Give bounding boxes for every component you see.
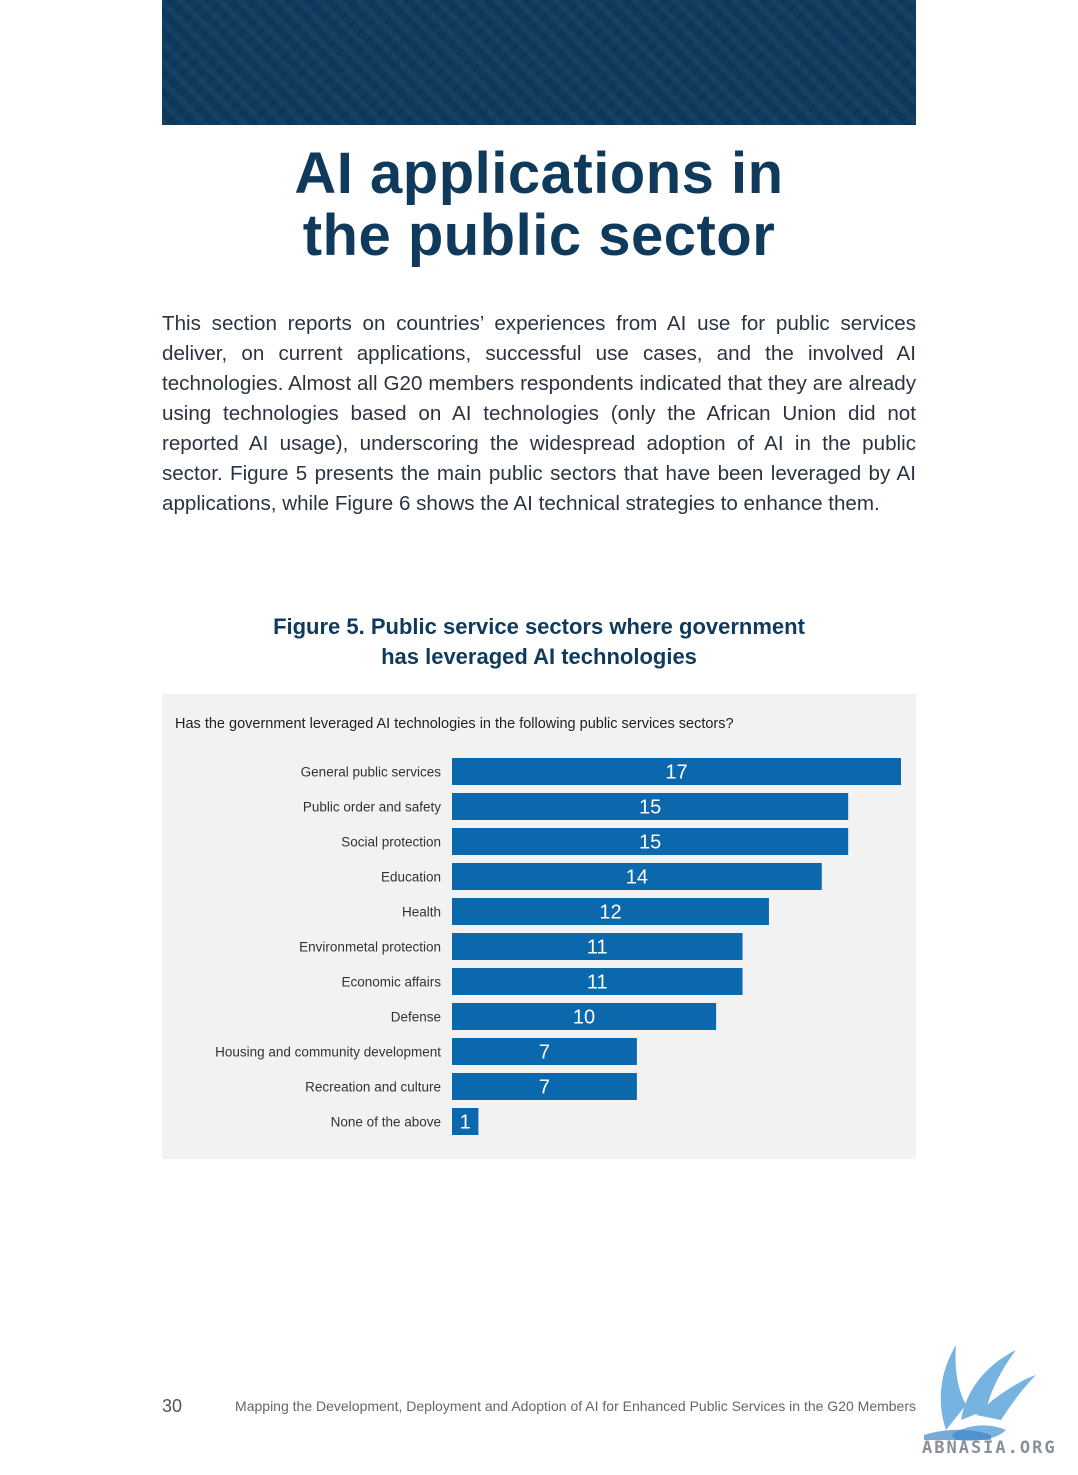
bar — [452, 1003, 717, 1030]
category-label: None of the above — [331, 1115, 441, 1130]
category-label: Housing and community development — [215, 1045, 441, 1060]
bar-value-label: 14 — [626, 867, 648, 889]
chart-question: Has the government leveraged AI technolo… — [175, 716, 734, 732]
figure-title: Figure 5. Public service sectors where g… — [162, 612, 916, 672]
bar — [452, 933, 743, 960]
category-label: Education — [381, 870, 441, 885]
bar-value-label: 1 — [460, 1112, 471, 1134]
category-label: Social protection — [341, 835, 441, 850]
category-label: Recreation and culture — [305, 1080, 441, 1095]
bar-value-label: 17 — [665, 762, 687, 784]
bar-value-label: 10 — [573, 1007, 595, 1029]
header-banner — [162, 0, 916, 125]
watermark-text: ABNASIA.ORG — [922, 1438, 1057, 1458]
bar-value-label: 11 — [587, 972, 608, 994]
bar-value-label: 7 — [539, 1077, 550, 1099]
bar-value-label: 11 — [587, 937, 608, 959]
bar-value-label: 15 — [639, 797, 661, 819]
bar — [452, 1038, 637, 1065]
category-label: Health — [402, 905, 441, 920]
category-label: Environmetal protection — [299, 940, 441, 955]
bar — [452, 758, 901, 785]
page-title: AI applications in the public sector — [162, 143, 916, 267]
page-number: 30 — [162, 1396, 183, 1416]
bar — [452, 968, 743, 995]
category-label: Economic affairs — [341, 975, 441, 990]
bar-value-label: 12 — [599, 902, 621, 924]
figure-title-line-2: has leveraged AI technologies — [381, 644, 697, 669]
intro-paragraph: This section reports on countries’ exper… — [162, 312, 916, 515]
bar — [452, 793, 849, 820]
chart-panel: Has the government leveraged AI technolo… — [162, 694, 916, 1159]
bar — [452, 828, 849, 855]
figure-title-line-1: Figure 5. Public service sectors where g… — [273, 614, 805, 639]
publisher-logo — [924, 1345, 1036, 1441]
page-title-line-2: the public sector — [302, 203, 776, 268]
category-label: Public order and safety — [303, 800, 441, 815]
page-title-line-1: AI applications in — [294, 141, 784, 206]
bar — [452, 1108, 479, 1135]
category-label: General public services — [301, 765, 442, 780]
bar-value-label: 15 — [639, 832, 661, 854]
bar — [452, 863, 822, 890]
category-label: Defense — [391, 1010, 441, 1025]
footer-document-title: Mapping the Development, Deployment and … — [235, 1398, 916, 1414]
bar — [452, 1073, 637, 1100]
bar-value-label: 7 — [539, 1042, 550, 1064]
bar — [452, 898, 769, 925]
